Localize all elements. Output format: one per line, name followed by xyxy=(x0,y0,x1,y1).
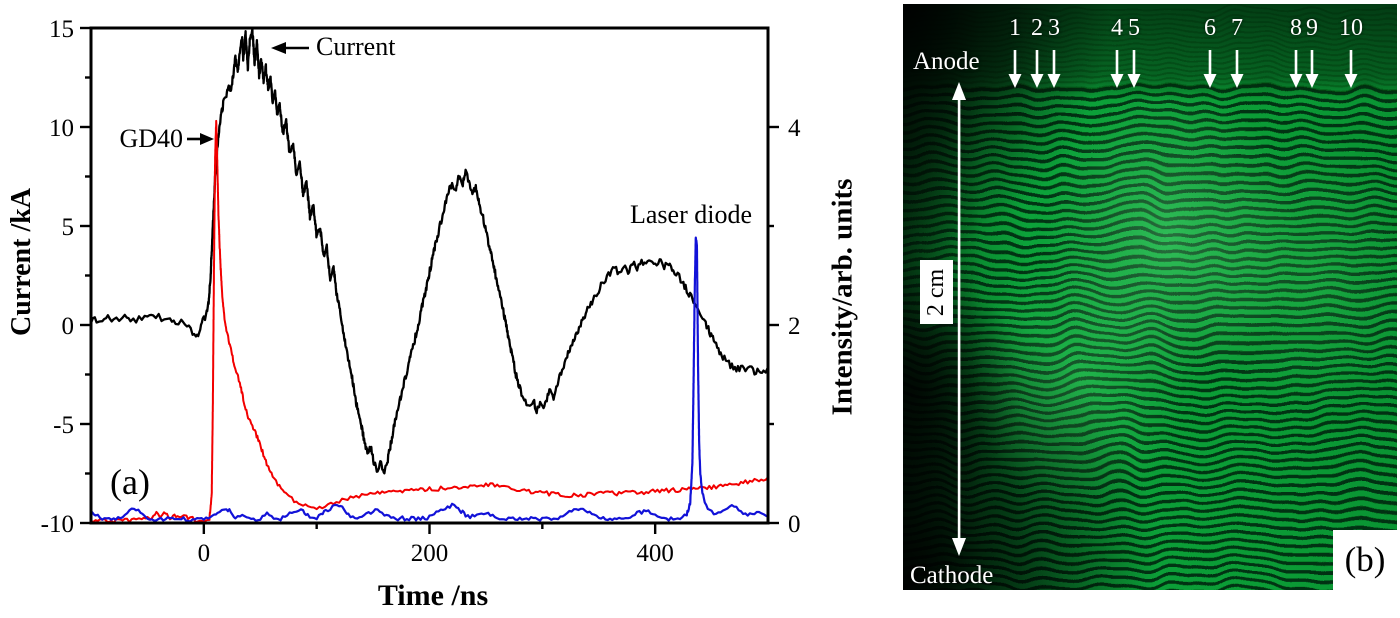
marker-arrow-shaft-4 xyxy=(1115,50,1119,76)
marker-arrowhead-8 xyxy=(1289,74,1303,88)
fringe-marker-8: 8 xyxy=(1290,15,1302,41)
marker-arrowhead-9 xyxy=(1305,74,1319,88)
annotation-arrowhead xyxy=(200,133,214,145)
y-axis-label-right: Intensity/arb. units xyxy=(826,178,859,416)
annotation-laser-diode: Laser diode xyxy=(629,200,753,229)
fringe-marker-1: 1 xyxy=(1009,15,1021,41)
scale-bar-label-box: 2 cm xyxy=(920,260,953,324)
series-laser-diode xyxy=(90,236,769,523)
x-tick-label: 400 xyxy=(636,540,674,567)
y-axis-label-left: Current /kA xyxy=(6,187,37,337)
marker-arrowhead-10 xyxy=(1344,74,1358,88)
marker-arrow-shaft-1 xyxy=(1013,50,1017,76)
y-tick-label-left: 5 xyxy=(62,214,75,241)
marker-arrowhead-1 xyxy=(1008,74,1022,88)
marker-arrows xyxy=(1008,50,1358,88)
y-tick-label-left: -5 xyxy=(53,412,74,439)
fringe-marker-2: 2 xyxy=(1031,15,1043,41)
fringe-marker-5: 5 xyxy=(1128,15,1140,41)
y-tick-label-right: 2 xyxy=(788,313,801,340)
x-tick-label: 200 xyxy=(411,540,449,567)
panel-b-tag: (b) xyxy=(1344,540,1386,579)
y-tick-label-right: 0 xyxy=(788,511,801,538)
panel-a-tag: (a) xyxy=(110,462,150,502)
fringe-marker-7: 7 xyxy=(1231,15,1243,41)
interferogram-image xyxy=(903,4,1397,590)
marker-arrowhead-3 xyxy=(1047,74,1061,88)
fringe-marker-9: 9 xyxy=(1306,15,1318,41)
panel-a-chart: -10 -5 0 5 10 15 0 2 4 0 200 400 Current /kA Intens… xyxy=(6,16,859,612)
marker-arrow-shaft-10 xyxy=(1349,50,1353,76)
marker-arrow-shaft-3 xyxy=(1052,50,1056,76)
fringe-marker-3: 3 xyxy=(1048,15,1060,41)
marker-arrow-shaft-6 xyxy=(1208,50,1212,76)
annotation-gd40: GD40 xyxy=(119,124,183,153)
series-gd40 xyxy=(90,119,769,524)
anode-label: Anode xyxy=(913,48,980,75)
y-tick-label-right: 4 xyxy=(788,115,801,142)
y-tick-label-left: 0 xyxy=(62,313,75,340)
fringe-marker-6: 6 xyxy=(1204,15,1216,41)
marker-arrow-shaft-7 xyxy=(1235,50,1239,76)
annotation-current: Current xyxy=(316,32,396,61)
marker-arrow-shaft-8 xyxy=(1294,50,1298,76)
y-tick-label-left: -10 xyxy=(41,511,74,538)
marker-arrowhead-4 xyxy=(1110,74,1124,88)
bright-spot-3 xyxy=(903,4,1397,590)
marker-arrow-shaft-2 xyxy=(1035,50,1039,76)
marker-arrowhead-6 xyxy=(1203,74,1217,88)
panel-b-interferogram: Anode Cathode 2 cm (b) 1 2 3 4 5 6 7 8 9 10 xyxy=(903,4,1397,590)
series-current xyxy=(89,27,770,475)
y-tick-label-left: 15 xyxy=(49,16,74,43)
fringe-marker-4: 4 xyxy=(1111,15,1123,41)
marker-arrowhead-2 xyxy=(1030,74,1044,88)
marker-arrow-shaft-9 xyxy=(1310,50,1314,76)
marker-arrowhead-5 xyxy=(1127,74,1141,88)
panel-b-tag-box: (b) xyxy=(1333,530,1397,590)
x-tick-label: 0 xyxy=(198,540,211,567)
scale-bar-label: 2 cm xyxy=(923,268,950,316)
cathode-label: Cathode xyxy=(910,562,994,589)
marker-arrowhead-7 xyxy=(1230,74,1244,88)
x-axis-label: Time /ns xyxy=(377,579,489,612)
y-tick-label-left: 10 xyxy=(49,115,74,142)
scale-double-arrow xyxy=(952,82,966,556)
annotation-arrowhead xyxy=(271,42,286,54)
chart-canvas: -10 -5 0 5 10 15 0 2 4 0 200 400 xyxy=(41,16,801,567)
fringe-marker-10: 10 xyxy=(1339,15,1363,41)
marker-arrow-shaft-5 xyxy=(1132,50,1136,76)
